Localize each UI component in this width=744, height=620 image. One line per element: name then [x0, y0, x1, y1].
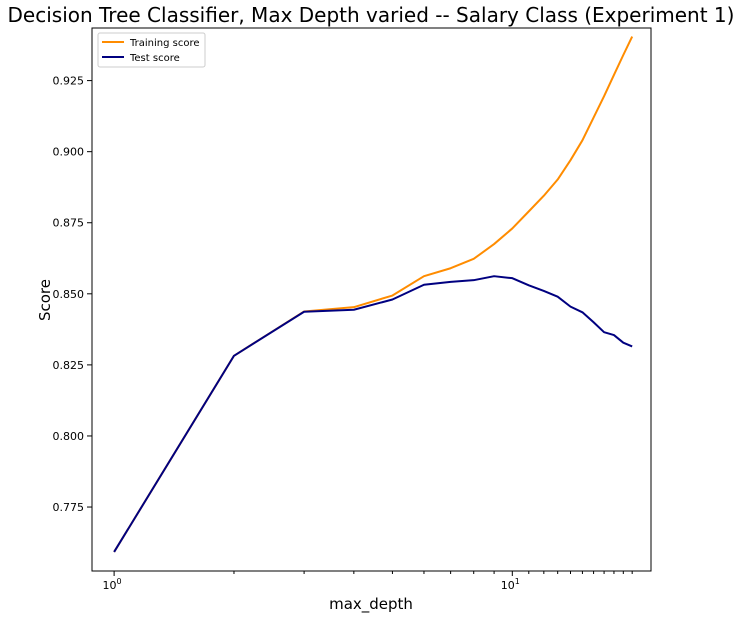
y-tick-label: 0.925: [53, 75, 85, 88]
y-tick-label: 0.900: [53, 146, 85, 159]
legend-box: [97, 32, 206, 68]
y-tick-label: 0.775: [53, 501, 85, 514]
x-axis: 100 101: [103, 571, 633, 592]
chart-title: Decision Tree Classifier, Max Depth vari…: [8, 3, 735, 27]
legend-label: Test score: [129, 53, 180, 64]
series-lines: [113, 36, 634, 553]
series-line-test: [113, 275, 633, 553]
y-tick-label: 0.825: [53, 359, 85, 372]
y-tick-label: 0.800: [53, 430, 85, 443]
x-tick-label: 100: [103, 577, 122, 592]
plot-area: [91, 27, 652, 572]
y-axis: 0.775 0.800 0.825 0.850 0.875 0.900 0.925: [53, 75, 92, 514]
y-tick-label: 0.850: [53, 288, 85, 301]
series-line-training: [113, 36, 634, 553]
y-axis-label: Score: [36, 279, 54, 321]
legend-label: Training score: [129, 38, 200, 49]
legend: Training score Test score: [97, 32, 206, 68]
x-tick-label: 101: [501, 577, 520, 592]
x-axis-label: max_depth: [329, 595, 413, 614]
y-tick-label: 0.875: [53, 217, 85, 230]
